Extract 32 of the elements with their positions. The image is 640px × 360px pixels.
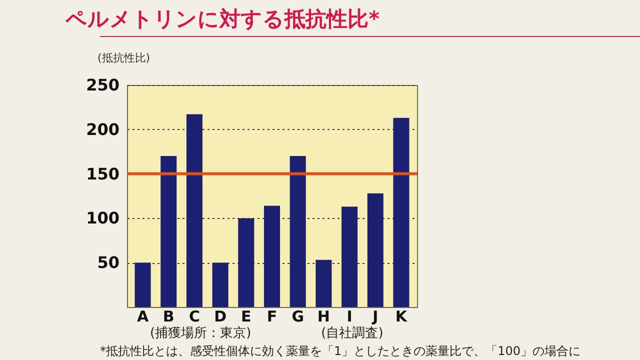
- bar: [212, 262, 228, 307]
- y-tick-label: 150: [86, 164, 120, 184]
- bar: [367, 193, 384, 307]
- text: (捕獲場所：東京): [150, 325, 252, 342]
- y-tick-label: 250: [86, 76, 120, 94]
- bar: [160, 156, 177, 307]
- bar: [393, 118, 410, 307]
- x-tick-label: C: [188, 308, 200, 326]
- x-tick-label: J: [372, 308, 378, 326]
- bar: [290, 156, 306, 307]
- text: (自社調査): [321, 325, 384, 342]
- y-axis-title: (抵抗性比): [98, 52, 150, 64]
- x-tick-label: F: [266, 308, 278, 326]
- x-tick-label: K: [395, 308, 408, 326]
- x-tick-label: A: [136, 308, 149, 326]
- bar: [134, 262, 151, 307]
- x-tick-label: B: [162, 308, 174, 326]
- y-tick-label: 100: [86, 208, 120, 228]
- y-tick-label: 50: [97, 253, 120, 272]
- x-tick-label: E: [241, 308, 252, 326]
- x-tick-label: D: [214, 308, 227, 326]
- x-tick-label: G: [292, 308, 304, 326]
- y-tick-label: 200: [86, 120, 120, 139]
- bar: [264, 206, 280, 307]
- bar: [316, 260, 332, 307]
- bar: [238, 218, 254, 307]
- bar: [186, 114, 202, 307]
- chart-title: ペルメトリンに対する抵抗性比*: [64, 7, 380, 31]
- text: *抵抗性比とは、感受性個体に効く薬量を「1」としたときの薬量比で、「100」の場合に: [100, 343, 581, 360]
- x-tick-label: I: [346, 308, 352, 326]
- bar: [342, 206, 358, 307]
- x-tick-label: H: [317, 308, 330, 326]
